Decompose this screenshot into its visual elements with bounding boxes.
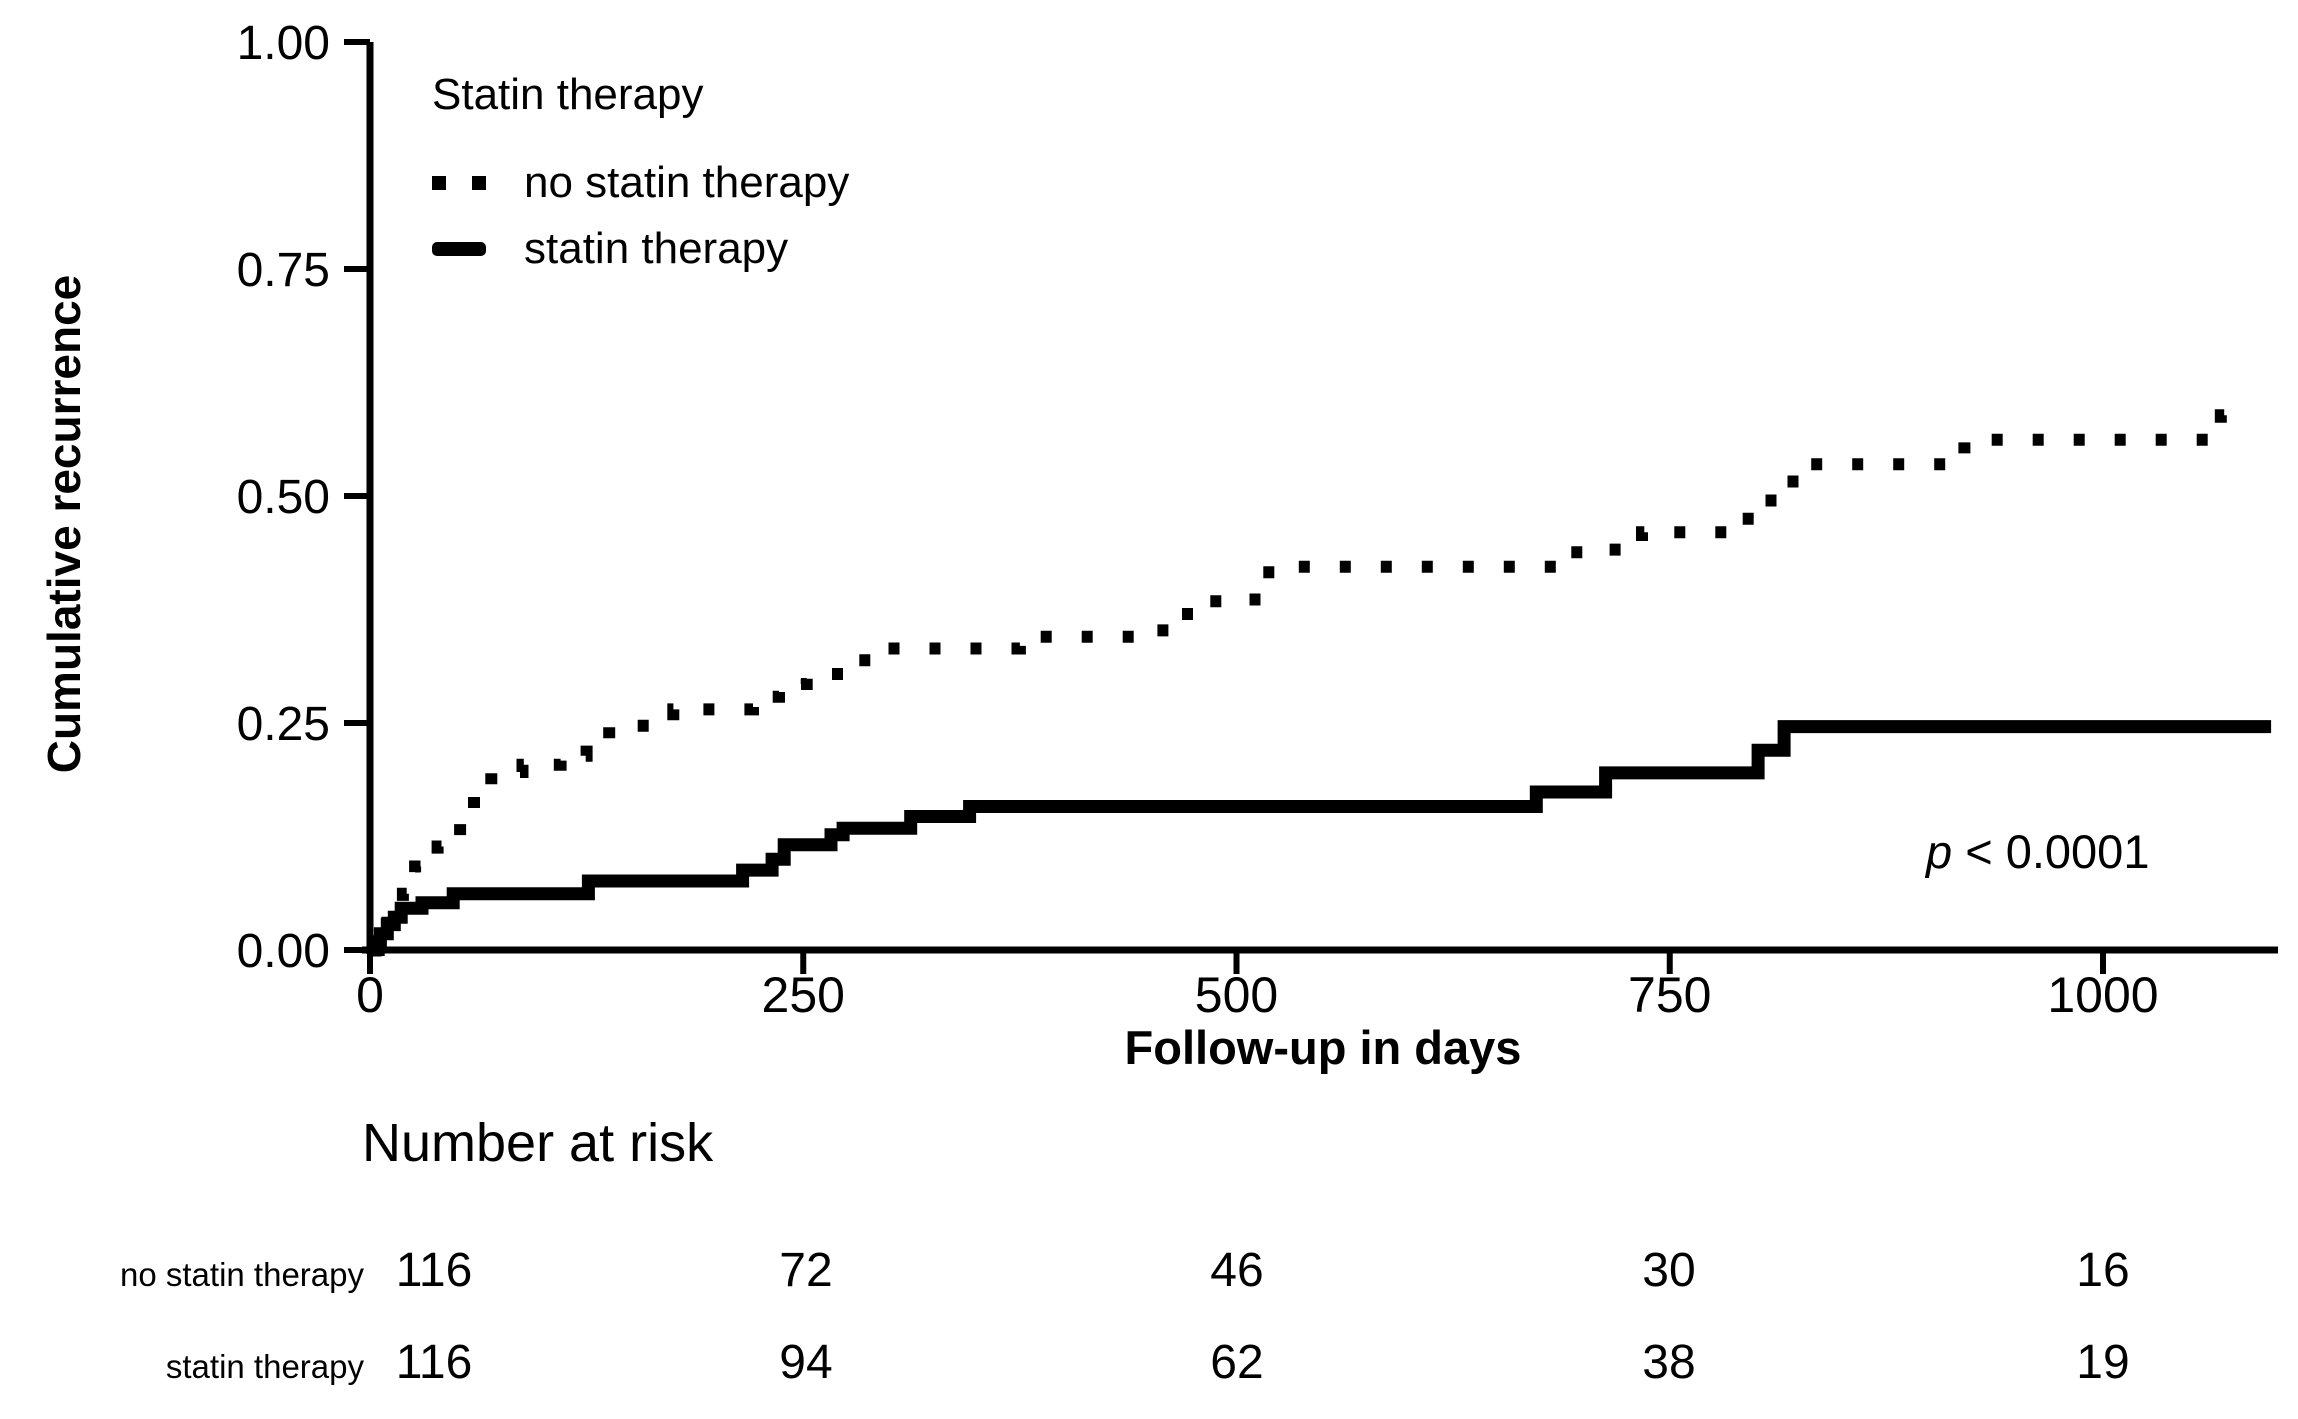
solid-line-swatch: [432, 242, 486, 256]
risk-row-label-statin: statin therapy: [165, 1348, 364, 1385]
number-at-risk-title: Number at risk: [362, 1113, 714, 1173]
risk-count: 116: [395, 1336, 473, 1389]
x-axis-title: Follow-up in days: [1124, 1021, 1522, 1074]
dotted-line-swatch: [432, 176, 486, 190]
p-value-number: < 0.0001: [1952, 825, 2150, 878]
risk-count: 46: [1210, 1244, 1264, 1297]
y-tick-label: 0.75: [237, 244, 330, 297]
risk-count: 30: [1642, 1244, 1696, 1297]
x-tick-label: 1000: [2047, 967, 2158, 1023]
y-tick-label: 1.00: [237, 17, 330, 70]
y-tick-label: 0.00: [237, 925, 330, 978]
y-tick-label: 0.25: [237, 698, 330, 751]
risk-count: 16: [2076, 1244, 2130, 1297]
risk-count: 72: [779, 1244, 833, 1297]
legend-item-label: statin therapy: [524, 224, 789, 273]
risk-row-label-no-statin: no statin therapy: [120, 1256, 364, 1293]
risk-count: 116: [395, 1244, 473, 1297]
x-tick-label: 0: [356, 967, 384, 1023]
legend: Statin therapy no statin therapy statin …: [432, 70, 849, 282]
risk-count: 19: [2076, 1336, 2130, 1389]
risk-count: 62: [1210, 1336, 1264, 1389]
legend-title: Statin therapy: [432, 70, 704, 119]
legend-item-label: no statin therapy: [524, 158, 850, 207]
y-axis-title: Cumulative recurrence: [38, 274, 90, 774]
x-tick-label: 250: [762, 967, 845, 1023]
x-tick-label: 750: [1628, 967, 1711, 1023]
series-statin-therapy: [368, 720, 2272, 957]
p-value: p < 0.0001: [1926, 824, 2149, 879]
legend-item-statin: statin therapy: [432, 216, 849, 282]
km-plot-canvas: 0.00 0.25 0.50 0.75 1.00 0 250 500 750 1000: [237, 17, 2278, 1023]
y-tick-label: 0.50: [237, 471, 330, 524]
legend-item-no-statin: no statin therapy: [432, 150, 849, 216]
x-tick-label: 500: [1195, 967, 1278, 1023]
risk-count: 38: [1642, 1336, 1696, 1389]
p-value-symbol: p: [1926, 825, 1953, 878]
risk-count: 94: [779, 1336, 833, 1389]
